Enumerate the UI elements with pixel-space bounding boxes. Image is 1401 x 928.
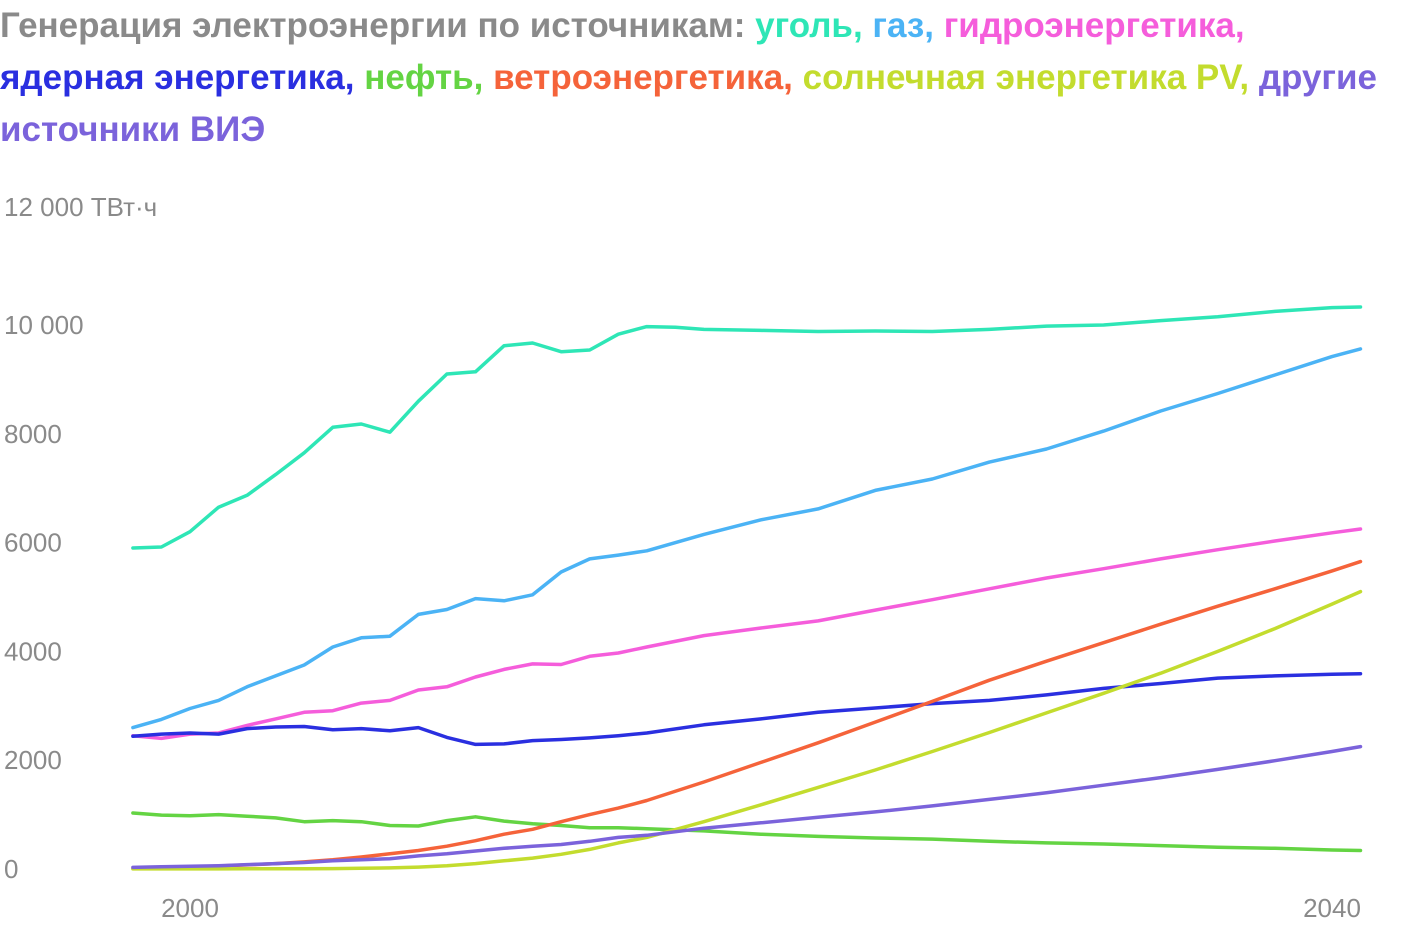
series-line-3 (131, 671, 1363, 747)
legend-separator: , (1234, 6, 1245, 45)
y-tick-label: 0 (4, 854, 18, 884)
y-tick-label: 8000 (4, 419, 62, 449)
x-tick-label: 2040 (1303, 893, 1361, 923)
series-line-1 (131, 347, 1363, 730)
legend-separator: , (473, 58, 494, 97)
legend-entry-0: уголь (755, 6, 853, 45)
legend-entry-1: газ (872, 6, 925, 45)
legend-separator: , (344, 58, 365, 97)
series-line-7 (131, 744, 1363, 870)
legend-entry-3: ядерная энергетика (0, 58, 345, 97)
legend-entry-2: гидроэнергетика (943, 6, 1235, 45)
x-axis: 2000 2040 (161, 893, 1361, 923)
legend-separator: , (783, 58, 803, 97)
legend-entry-5: ветроэнергетика (493, 58, 784, 97)
series-line-0 (131, 305, 1363, 550)
chart-title-prefix: Генерация электроэнергии по источникам: (0, 6, 756, 45)
series-line-2 (131, 527, 1363, 741)
y-tick-label: 4000 (4, 636, 62, 666)
x-tick-label: 2000 (161, 893, 219, 923)
y-axis-unit-label: 12 000 ТВт·ч (4, 192, 157, 222)
y-tick-label: 2000 (4, 745, 62, 775)
legend-separator: , (924, 6, 944, 45)
y-axis: 0 2000 4000 6000 8000 10 000 (4, 310, 84, 884)
legend-entry-7: другие источники ВИЭ (0, 58, 1377, 149)
series-lines (131, 305, 1363, 871)
y-tick-label: 10 000 (4, 310, 84, 340)
y-tick-label: 6000 (4, 528, 62, 558)
chart-title: Генерация электроэнергии по источникам: … (0, 0, 1395, 156)
legend-entry-4: нефть (364, 58, 474, 97)
series-line-4 (131, 811, 1363, 853)
legend-separator: , (1239, 58, 1259, 97)
series-line-6 (131, 589, 1363, 871)
legend-separator: , (852, 6, 873, 45)
legend-entry-6: солнечная энергетика PV (802, 58, 1240, 97)
